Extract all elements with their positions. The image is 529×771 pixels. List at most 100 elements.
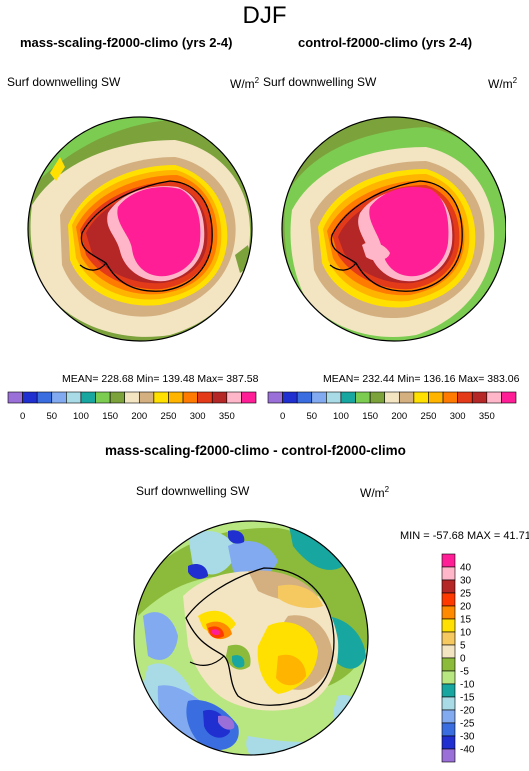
right-map	[281, 116, 506, 342]
right-colorbar-swatch	[398, 391, 415, 404]
left-colorbar-tick-label: 300	[190, 411, 206, 422]
left-colorbar-swatch	[22, 391, 38, 404]
season-title: DJF	[242, 2, 287, 29]
diff-colorbar-swatch	[441, 618, 456, 633]
left-colorbar-tick-label: 150	[102, 411, 118, 422]
left-units-label: W/m2	[230, 76, 260, 91]
right-colorbar-swatch	[267, 391, 283, 404]
diff-minmax: MIN = -57.68 MAX = 41.71	[400, 530, 529, 542]
diff-colorbar-tick-label: -25	[460, 719, 475, 730]
right-colorbar-tick-label: 250	[421, 411, 437, 422]
right-colorbar-swatch	[471, 391, 488, 404]
diff-variable-label: Surf downwelling SW	[136, 484, 250, 498]
right-colorbar-tick-label: 50	[306, 411, 317, 422]
left-colorbar-swatch	[211, 391, 228, 404]
diff-colorbar-swatch	[441, 657, 456, 672]
right-colorbar-swatch	[501, 391, 517, 404]
right-colorbar-tick-label: 100	[333, 411, 349, 422]
right-colorbar-swatch	[311, 391, 327, 404]
left-colorbar-tick-label: 50	[46, 411, 57, 422]
right-colorbar-swatch	[413, 391, 429, 404]
left-colorbar-tick-label: 350	[219, 411, 235, 422]
right-colorbar-swatch	[326, 391, 342, 404]
right-colorbar-tick-label: 150	[362, 411, 378, 422]
diff-colorbar-tick-label: 30	[460, 576, 472, 587]
right-units-label: W/m2	[488, 76, 518, 91]
diff-colorbar-tick-label: -10	[460, 680, 475, 691]
diff-colorbar-swatch	[441, 644, 456, 659]
left-colorbar-swatch	[153, 391, 169, 404]
left-colorbar-swatch	[51, 391, 67, 404]
left-colorbar-swatch	[124, 391, 140, 404]
right-colorbar-tick-label: 300	[450, 411, 466, 422]
diff-colorbar-swatch	[441, 735, 456, 750]
diff-colorbar-tick-label: -30	[460, 732, 475, 743]
diff-colorbar-swatch	[441, 670, 456, 685]
diff-colorbar-swatch	[441, 709, 456, 724]
left-stats: MEAN= 228.68 Min= 139.48 Max= 387.58	[62, 373, 259, 385]
left-colorbar-tick-label: 0	[20, 411, 25, 422]
diff-colorbar-tick-label: -40	[460, 745, 475, 756]
diff-colorbar-swatch	[441, 696, 456, 711]
right-variable-label: Surf downwelling SW	[263, 75, 377, 89]
left-colorbar-swatch	[80, 391, 96, 404]
left-map	[27, 116, 253, 342]
right-colorbar-swatch	[384, 391, 400, 404]
right-panel-title: control-f2000-climo (yrs 2-4)	[298, 35, 473, 50]
diff-colorbar-tick-label: -15	[460, 693, 475, 704]
left-colorbar-swatch	[66, 391, 82, 404]
left-colorbar-swatch	[168, 391, 184, 404]
right-colorbar-tick-label: 350	[479, 411, 495, 422]
diff-colorbar-tick-label: 0	[460, 654, 466, 665]
diff-units-label: W/m2	[360, 485, 390, 500]
diff-colorbar-swatch	[441, 579, 456, 594]
diff-colorbar-tick-label: 5	[460, 641, 466, 652]
diff-colorbar-swatch	[441, 566, 456, 581]
diff-colorbar-tick-label: 15	[460, 615, 472, 626]
diff-colorbar-tick-label: 20	[460, 602, 472, 613]
left-colorbar-swatch	[109, 391, 126, 404]
right-colorbar-swatch	[457, 391, 473, 404]
diff-colorbar: 40 30 25 20 15 10 5 0 -5 -10 -15 -20 -25 -30 -40	[441, 553, 475, 763]
right-colorbar-swatch	[369, 391, 386, 404]
left-colorbar-tick-label: 100	[73, 411, 89, 422]
left-panel-title: mass-scaling-f2000-climo (yrs 2-4)	[20, 35, 233, 50]
diff-colorbar-swatch	[441, 592, 456, 607]
right-colorbar: 0 50 100 150 200 250 300 350	[267, 391, 517, 422]
right-colorbar-tick-label: 200	[391, 411, 407, 422]
right-colorbar-swatch	[355, 391, 371, 404]
diff-panel-title: mass-scaling-f2000-climo - control-f2000…	[105, 443, 406, 458]
diff-colorbar-swatch	[441, 748, 456, 763]
left-colorbar-tick-label: 250	[161, 411, 177, 422]
diff-colorbar-tick-label: 40	[460, 563, 472, 574]
diff-colorbar-swatch	[441, 605, 456, 620]
right-colorbar-tick-label: 0	[280, 411, 285, 422]
left-colorbar-tick-label: 200	[131, 411, 147, 422]
left-colorbar-swatch	[182, 391, 198, 404]
left-colorbar-swatch	[241, 391, 257, 404]
left-colorbar-swatch	[138, 391, 155, 404]
diff-colorbar-tick-label: -5	[460, 667, 469, 678]
diff-colorbar-tick-label: 10	[460, 628, 472, 639]
right-colorbar-swatch	[282, 391, 298, 404]
diff-colorbar-swatch	[441, 553, 456, 568]
diff-colorbar-tick-label: -20	[460, 706, 475, 717]
right-colorbar-swatch	[486, 391, 502, 404]
left-colorbar-swatch	[95, 391, 111, 404]
right-colorbar-swatch	[296, 391, 313, 404]
left-variable-label: Surf downwelling SW	[7, 75, 121, 89]
diff-colorbar-swatch	[441, 631, 456, 646]
left-colorbar-swatch	[7, 391, 23, 404]
right-stats: MEAN= 232.44 Min= 136.16 Max= 383.06	[323, 373, 520, 385]
left-colorbar-swatch	[197, 391, 213, 404]
right-colorbar-swatch	[442, 391, 458, 404]
diff-colorbar-swatch	[441, 683, 456, 698]
left-colorbar-swatch	[36, 391, 53, 404]
left-colorbar: 0 50 100 150 200 250 300 350	[7, 391, 257, 422]
top-colorbars: 0 50 100 150 200 250 300 350 0 50 100 150 200 250 300…	[7, 391, 517, 422]
diff-colorbar-tick-label: 25	[460, 589, 472, 600]
difference-map	[133, 520, 369, 756]
right-colorbar-swatch	[428, 391, 444, 404]
diff-colorbar-swatch	[441, 722, 456, 737]
left-colorbar-swatch	[226, 391, 242, 404]
